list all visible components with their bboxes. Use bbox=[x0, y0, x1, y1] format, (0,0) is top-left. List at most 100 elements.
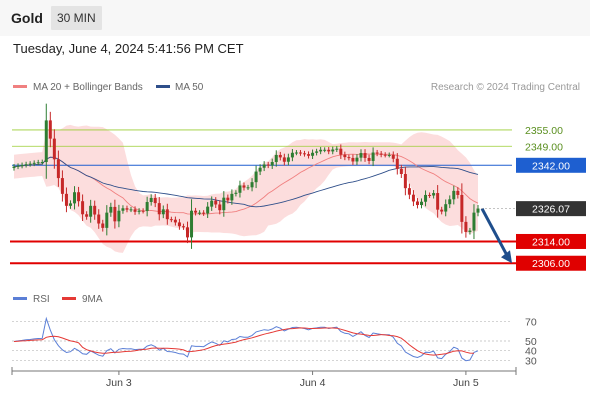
candle-body bbox=[432, 193, 436, 196]
candle-body bbox=[230, 193, 234, 201]
candle-body bbox=[347, 157, 351, 159]
rsi-legend-swatch bbox=[13, 297, 27, 300]
candle bbox=[395, 153, 399, 175]
candle bbox=[133, 206, 137, 215]
candle bbox=[335, 146, 339, 152]
rsi-legend-label: RSI bbox=[33, 294, 50, 305]
candle bbox=[286, 153, 290, 166]
candle bbox=[278, 151, 282, 161]
candle-body bbox=[109, 206, 113, 213]
candle bbox=[129, 206, 133, 213]
candle bbox=[351, 154, 355, 165]
candle bbox=[93, 200, 97, 220]
candle bbox=[428, 192, 432, 198]
support-price-tag bbox=[516, 255, 586, 271]
candle-body bbox=[298, 152, 302, 154]
candle-body bbox=[117, 210, 121, 222]
x-axis-tick-label: Jun 5 bbox=[453, 377, 479, 389]
candle-body bbox=[327, 149, 331, 152]
ma9-legend-swatch bbox=[62, 297, 76, 300]
candle-body bbox=[440, 209, 444, 212]
candle-body bbox=[294, 152, 298, 154]
candle bbox=[226, 194, 230, 204]
candle-body bbox=[81, 201, 85, 215]
candle-body bbox=[407, 188, 411, 195]
candle bbox=[307, 151, 311, 159]
candle bbox=[28, 161, 32, 167]
candle bbox=[202, 210, 206, 216]
forecast-arrow-shaft bbox=[480, 207, 510, 258]
candle-body bbox=[28, 163, 32, 165]
candle-body bbox=[141, 210, 145, 212]
candle-body bbox=[12, 166, 16, 169]
candle bbox=[359, 149, 363, 162]
candle-body bbox=[52, 138, 56, 160]
candle-body bbox=[258, 167, 262, 172]
candle bbox=[363, 149, 367, 162]
credit-text: Research © 2024 Trading Central bbox=[431, 82, 580, 93]
candle-body bbox=[359, 153, 363, 158]
x-axis-tick-label: Jun 4 bbox=[300, 377, 326, 389]
candle-body bbox=[436, 193, 440, 210]
timeframe-button[interactable]: 30 MIN bbox=[51, 6, 102, 30]
candle-body bbox=[177, 222, 181, 227]
candle-body bbox=[89, 205, 93, 217]
candle bbox=[181, 223, 185, 230]
candle bbox=[468, 227, 472, 235]
rsi-tick-label: 70 bbox=[525, 317, 537, 329]
ma50-legend-swatch bbox=[156, 85, 170, 88]
candle bbox=[161, 205, 165, 219]
rsi-tick-label: 40 bbox=[525, 346, 537, 358]
candle-body bbox=[464, 221, 468, 232]
candle bbox=[355, 154, 359, 165]
candle bbox=[40, 159, 44, 165]
candle bbox=[444, 199, 448, 217]
candle-body bbox=[415, 201, 419, 206]
candle-body bbox=[319, 149, 323, 152]
candle-body bbox=[411, 194, 415, 202]
candle-body bbox=[210, 200, 214, 207]
candle bbox=[210, 196, 214, 211]
candle-body bbox=[274, 154, 278, 163]
candle-body bbox=[185, 227, 189, 238]
pivot-price-tag bbox=[516, 157, 586, 173]
candle bbox=[246, 184, 250, 191]
candle-body bbox=[68, 203, 72, 206]
candle-body bbox=[254, 171, 258, 183]
candle bbox=[145, 196, 149, 217]
candle-body bbox=[391, 154, 395, 159]
candle-body bbox=[444, 204, 448, 212]
candle bbox=[141, 208, 145, 214]
candle bbox=[282, 153, 286, 166]
candle bbox=[375, 149, 379, 157]
candle-body bbox=[226, 197, 230, 201]
candle bbox=[165, 203, 169, 225]
candle bbox=[173, 216, 177, 226]
candle-body bbox=[363, 153, 367, 158]
candle bbox=[464, 216, 468, 238]
candle bbox=[266, 161, 270, 169]
candle-body bbox=[383, 154, 387, 156]
candle-body bbox=[48, 120, 52, 139]
candle-body bbox=[214, 200, 218, 205]
candle-body bbox=[93, 205, 97, 215]
candle bbox=[436, 185, 440, 218]
candle bbox=[456, 187, 460, 199]
support-price-label: 2314.00 bbox=[532, 236, 570, 248]
candle-body bbox=[105, 212, 109, 228]
candle bbox=[347, 154, 351, 161]
candle bbox=[250, 178, 254, 192]
candle bbox=[24, 161, 28, 168]
candle-body bbox=[460, 194, 464, 222]
candle bbox=[44, 103, 48, 179]
candle-body bbox=[125, 208, 129, 210]
candle-body bbox=[157, 203, 161, 215]
candle-body bbox=[266, 164, 270, 166]
candle bbox=[387, 152, 391, 158]
candle bbox=[472, 204, 476, 240]
candle-body bbox=[173, 219, 177, 223]
candle bbox=[169, 216, 173, 223]
timestamp: Tuesday, June 4, 2024 5:41:56 PM CET bbox=[13, 41, 244, 56]
candle-body bbox=[250, 182, 254, 188]
candle-body bbox=[161, 209, 165, 215]
